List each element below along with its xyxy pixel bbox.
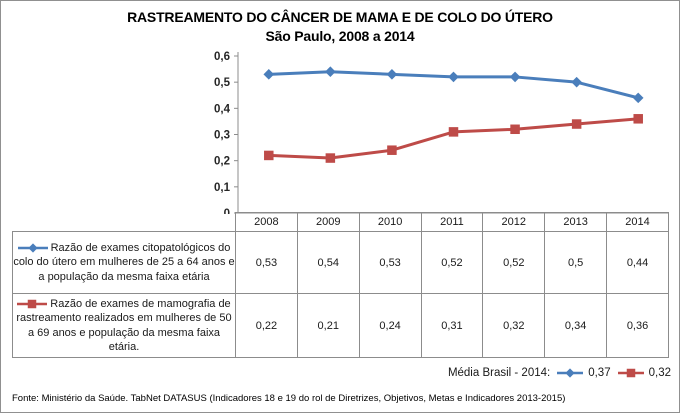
y-axis-tick-label: 0,1: [214, 182, 231, 194]
value-cell: 0,52: [482, 231, 546, 294]
year-header-cell: 2011: [420, 212, 484, 232]
media-brasil-label: Média Brasil - 2014:: [447, 367, 551, 379]
series-legend-label: Razão de exames citopatológicos do colo …: [13, 242, 235, 283]
y-axis-tick-label: 0,3: [214, 130, 230, 142]
square-data-point-marker: [264, 150, 274, 161]
diamond-data-point-marker: [263, 69, 275, 80]
value-cell: 0,53: [235, 231, 298, 294]
media-brasil-value-group: 0,37: [557, 367, 611, 379]
value-cell: 0,36: [606, 293, 669, 358]
diamond-data-point-marker: [632, 92, 644, 104]
diamond-data-point-marker: [386, 69, 398, 80]
value-cell: 0,22: [235, 293, 298, 358]
square-data-point-marker: [571, 119, 582, 129]
chart-title-block: RASTREAMENTO DO CÂNCER DE MAMA E DE COLO…: [1, 8, 679, 46]
media-brasil-value: 0,37: [588, 367, 611, 379]
square-data-point-marker: [387, 145, 397, 155]
value-cell: 0,21: [296, 293, 360, 358]
value-cell: 0,32: [482, 293, 546, 358]
value-cell: 0,52: [420, 231, 484, 294]
series-legend-label: Razão de exames de mamografia de rastrea…: [16, 297, 232, 353]
diamond-data-point-marker: [509, 71, 521, 83]
source-note: Fonte: Ministério da Saúde. TabNet DATAS…: [12, 393, 566, 404]
square-data-point-marker: [633, 114, 643, 124]
series-legend-cell: Razão de exames de mamografia de rastrea…: [12, 293, 236, 358]
diamond-series-marker-icon: [17, 243, 48, 253]
value-cell: 0,44: [606, 231, 669, 294]
table-body: Razão de exames citopatológicos do colo …: [12, 231, 669, 358]
year-header-cell: 2014: [606, 212, 669, 232]
year-header-cell: 2008: [235, 212, 298, 232]
diamond-data-point-marker: [448, 71, 459, 83]
square-series-marker-icon: [617, 368, 644, 378]
media-brasil-legend: Média Brasil - 2014: 0,37 0,32: [448, 363, 671, 383]
media-brasil-value-group: 0,32: [617, 367, 671, 379]
series-line-1: [268, 117, 639, 160]
value-cell: 0,24: [358, 293, 422, 358]
value-cell: 0,5: [544, 231, 608, 294]
value-cell: 0,53: [358, 231, 422, 294]
table-corner-cell: [13, 213, 236, 232]
series-row-1: Razão de exames de mamografia de rastrea…: [12, 293, 669, 358]
y-axis-tick-label: 0: [224, 208, 230, 214]
year-header-row: 2008 2009 2010 2011 2012 2013 2014: [13, 212, 669, 232]
diamond-data-point-marker: [571, 76, 582, 88]
table-header: 2008 2009 2010 2011 2012 2013 2014: [13, 212, 669, 232]
diamond-data-point-marker: [325, 66, 336, 78]
y-axis-tick-label: 0,6: [214, 51, 230, 63]
chart-subtitle: São Paulo, 2008 a 2014: [265, 27, 415, 44]
data-table-wrap: 2008 2009 2010 2011 2012 2013 2014 Razão de ex…: [12, 212, 669, 358]
media-brasil-value: 0,32: [648, 367, 671, 379]
series-row-0: Razão de exames citopatológicos do colo …: [12, 231, 669, 294]
square-data-point-marker: [448, 127, 459, 137]
square-series-marker-icon: [17, 299, 48, 309]
square-data-point-marker: [325, 153, 336, 163]
y-axis-tick-label: 0,5: [214, 77, 231, 89]
square-data-point-marker: [510, 124, 520, 135]
y-axis-tick-label: 0,4: [214, 103, 231, 115]
value-cell: 0,31: [420, 293, 484, 358]
year-header-cell: 2012: [482, 212, 546, 232]
y-axis-tick-label: 0,2: [214, 156, 230, 168]
data-table: 2008 2009 2010 2011 2012 2013 2014 Razão de ex…: [12, 212, 669, 358]
line-chart: 0 0,1 0,2 0,3 0,4 0,5 0,6: [214, 51, 669, 214]
year-header-cell: 2013: [544, 212, 608, 232]
chart-title: RASTREAMENTO DO CÂNCER DE MAMA E DE COLO…: [127, 9, 553, 25]
year-header-cell: 2009: [296, 212, 360, 232]
year-header-cell: 2010: [358, 212, 422, 232]
value-cell: 0,34: [544, 293, 608, 358]
value-cell: 0,54: [296, 231, 360, 294]
diamond-series-marker-icon: [557, 368, 584, 378]
series-legend-cell: Razão de exames citopatológicos do colo …: [12, 231, 236, 294]
